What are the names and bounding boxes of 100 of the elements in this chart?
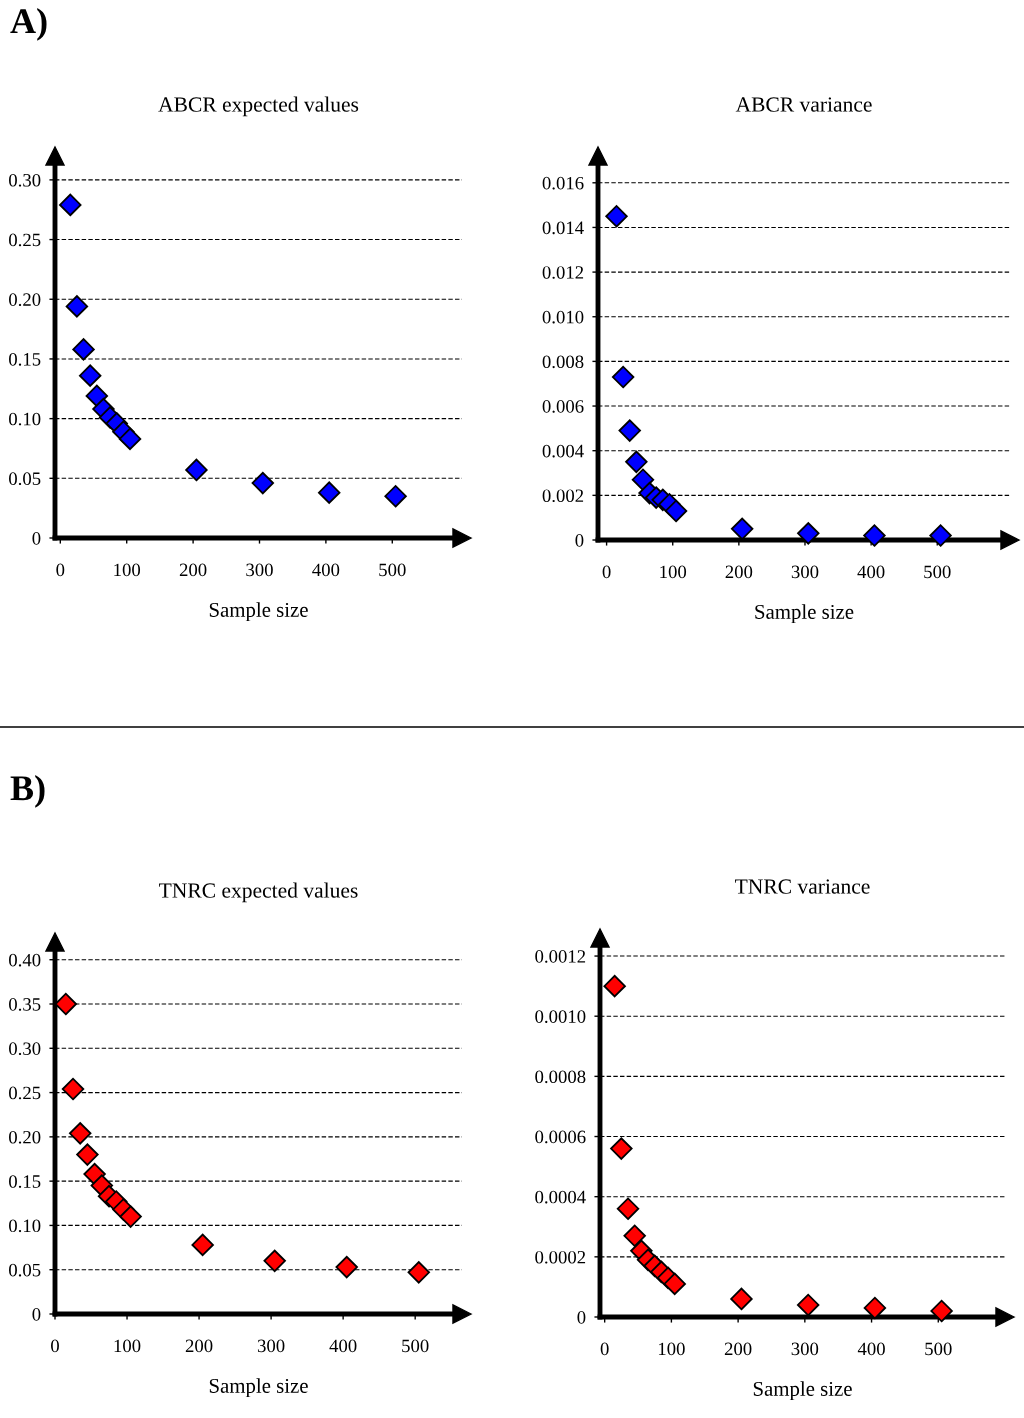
point [863, 524, 886, 547]
point [730, 517, 754, 541]
y-tick-label: 0.35 [9, 998, 41, 1011]
y-tick-label: 0.002 [542, 489, 584, 503]
x-axis-title: Sample size [209, 602, 308, 622]
y-tick-label: 0.0010 [535, 1010, 586, 1023]
x-tick-label: 400 [329, 1339, 357, 1353]
y-tick-label: 0.0012 [535, 950, 586, 963]
point [251, 471, 275, 495]
y-tick-label: 0.004 [542, 444, 584, 458]
x-tick-label: 200 [724, 1342, 752, 1356]
point [118, 427, 142, 451]
point [78, 364, 102, 387]
chart-title: ABCR expected values [158, 96, 359, 117]
point [929, 524, 952, 547]
point [68, 1122, 92, 1145]
x-tick-label: 500 [924, 565, 951, 579]
x-axis-title: Sample size [209, 1378, 308, 1398]
y-tick-label: 0.05 [9, 1263, 41, 1277]
x-tick-label: 100 [114, 563, 141, 577]
x-tick-label: 500 [925, 1342, 952, 1356]
point [863, 1296, 887, 1320]
y-tick-label: 0.15 [9, 1175, 41, 1188]
y-tick-label: 0.30 [9, 1042, 41, 1056]
y-tick-label: 0.0006 [535, 1130, 586, 1144]
point [631, 468, 655, 491]
point [76, 1143, 99, 1166]
y-tick-label: 0.10 [9, 1219, 41, 1233]
y-tick-label: 0.10 [9, 412, 41, 426]
x-axis-title: Sample size [753, 1381, 852, 1401]
point [605, 205, 628, 228]
y-tick-label: 0.0002 [535, 1250, 586, 1264]
y-tick-label: 0.014 [542, 221, 584, 235]
point [603, 974, 626, 998]
point [185, 458, 208, 482]
y-tick-label: 0.006 [542, 400, 584, 413]
x-tick-label: 400 [857, 1342, 885, 1356]
x-tick-label: 300 [257, 1339, 285, 1353]
point [384, 485, 407, 508]
x-tick-label: 100 [658, 1342, 685, 1356]
x-tick-label: 200 [185, 1339, 213, 1353]
chart-title: TNRC variance [735, 879, 870, 894]
x-tick-label: 300 [246, 563, 273, 577]
point [119, 1205, 142, 1228]
point [796, 1293, 820, 1317]
point [623, 1224, 646, 1248]
point [625, 450, 648, 474]
x-tick-label: 0 [600, 1342, 609, 1356]
point [407, 1261, 430, 1284]
point [72, 338, 95, 361]
point [618, 419, 641, 442]
x-axis-title: Sample size [755, 604, 854, 624]
y-tick-label: 0.016 [542, 176, 584, 190]
y-tick-label: 0 [32, 532, 41, 545]
y-tick-label: 0 [32, 1308, 41, 1321]
y-tick-label: 0.05 [9, 472, 41, 486]
point [611, 365, 635, 389]
y-tick-label: 0.40 [9, 953, 41, 967]
x-tick-label: 200 [725, 565, 753, 579]
x-tick-label: 0 [51, 1339, 59, 1353]
chart-title: TNRC expected values [159, 882, 358, 903]
point [930, 1299, 953, 1323]
y-tick-label: 0.30 [9, 173, 41, 187]
x-tick-label: 300 [791, 565, 819, 579]
x-tick-label: 500 [379, 563, 406, 577]
point [59, 193, 82, 217]
point [65, 295, 89, 318]
point [664, 499, 688, 523]
text: B) [10, 775, 45, 808]
point [616, 1197, 640, 1220]
y-tick-label: 0.010 [542, 310, 584, 324]
y-tick-label: 0.15 [9, 352, 41, 366]
y-tick-label: 0.008 [542, 355, 584, 369]
chart-title: ABCR variance [735, 97, 872, 112]
y-tick-label: 0.20 [9, 293, 41, 307]
y-tick-label: 0 [575, 534, 584, 547]
point [610, 1137, 633, 1160]
point [663, 1272, 686, 1296]
point [54, 992, 78, 1016]
y-tick-label: 0.25 [9, 1086, 41, 1100]
y-tick-label: 0 [577, 1311, 586, 1324]
x-tick-label: 200 [179, 563, 207, 577]
x-tick-label: 0 [602, 565, 611, 579]
x-tick-label: 0 [56, 563, 65, 577]
x-tick-label: 400 [312, 563, 340, 577]
point [191, 1233, 214, 1257]
text: A) [10, 8, 47, 41]
x-tick-label: 300 [791, 1342, 819, 1356]
y-tick-label: 0.20 [9, 1130, 41, 1144]
y-tick-label: 0.25 [9, 233, 41, 247]
point [317, 481, 341, 504]
x-tick-label: 100 [114, 1339, 141, 1353]
y-tick-label: 0.0004 [535, 1190, 586, 1204]
x-tick-label: 500 [402, 1339, 429, 1353]
x-tick-label: 400 [857, 565, 885, 579]
point [730, 1287, 753, 1311]
point [263, 1249, 286, 1273]
y-tick-label: 0.0008 [535, 1070, 586, 1084]
point [335, 1255, 358, 1279]
point [61, 1077, 85, 1101]
